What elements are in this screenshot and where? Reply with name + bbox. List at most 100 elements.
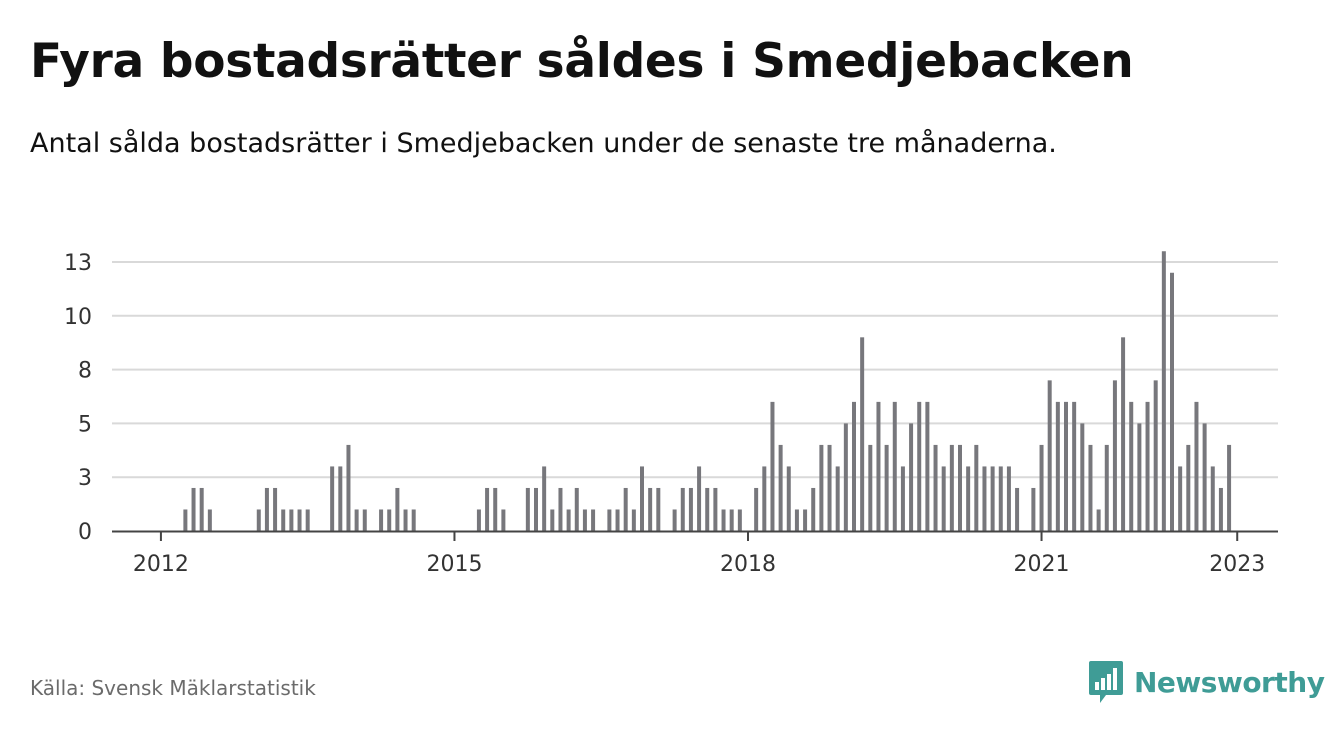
- bar: [1210, 466, 1215, 531]
- bar: [1047, 380, 1052, 531]
- bar: [207, 509, 212, 531]
- bar: [1170, 272, 1174, 531]
- bar: [852, 401, 856, 531]
- chart-subtitle: Antal sålda bostadsrätter i Smedjebacken…: [30, 128, 1057, 159]
- bar: [974, 444, 979, 531]
- x-tick-label: 2018: [720, 552, 776, 577]
- bar: [346, 444, 351, 531]
- bar: [330, 466, 335, 531]
- bar: [917, 401, 922, 531]
- bar: [1145, 401, 1150, 531]
- bar: [778, 444, 783, 531]
- bar: [623, 487, 628, 531]
- bar: [362, 509, 367, 531]
- bar: [1129, 401, 1134, 531]
- bar: [264, 487, 269, 531]
- y-tick-label: 13: [64, 251, 92, 276]
- bar: [1227, 444, 1232, 531]
- bar: [1153, 380, 1158, 531]
- bar: [1178, 466, 1183, 531]
- x-axis-ticks: 2012 2015 2018 2021 2023: [133, 531, 1265, 577]
- bar: [860, 337, 865, 531]
- brand-name: Newsworthy: [1134, 665, 1325, 699]
- source-note: Källa: Svensk Mäklarstatistik: [30, 676, 316, 700]
- bar: [941, 466, 946, 531]
- bar: [680, 487, 685, 531]
- newsworthy-chart-bubble-icon: [1089, 661, 1123, 703]
- bar: [754, 487, 759, 531]
- bar: [868, 444, 873, 531]
- bar: [770, 401, 775, 531]
- bar: [1055, 401, 1060, 531]
- y-tick-label: 10: [64, 305, 92, 330]
- bar: [297, 509, 302, 531]
- bar: [281, 509, 286, 531]
- bar: [884, 444, 889, 531]
- bar: [485, 487, 490, 531]
- bar: [607, 509, 612, 531]
- bar: [892, 401, 897, 531]
- bar: [1104, 444, 1109, 531]
- bar: [395, 487, 400, 531]
- bar: [379, 509, 384, 531]
- bar: [476, 509, 481, 531]
- bar: [729, 509, 734, 531]
- bar: [1161, 251, 1166, 532]
- bar: [1096, 509, 1101, 531]
- bar: [819, 444, 824, 531]
- bar: [289, 509, 294, 531]
- bar: [925, 401, 930, 531]
- bar: [1112, 380, 1117, 531]
- bar: [354, 509, 359, 531]
- bar: [762, 466, 767, 531]
- bar: [199, 487, 204, 531]
- bar: [949, 444, 954, 531]
- bar: [183, 509, 188, 531]
- bar: [656, 487, 661, 531]
- bar: [713, 487, 718, 531]
- bar: [909, 423, 914, 531]
- bar: [697, 466, 702, 531]
- y-tick-label: 5: [78, 412, 92, 437]
- y-tick-label: 3: [78, 466, 92, 491]
- bar: [811, 487, 816, 531]
- bar: [803, 509, 808, 531]
- bar: [966, 466, 971, 531]
- bar: [534, 487, 538, 531]
- bar: [1080, 423, 1085, 531]
- bar: [1218, 487, 1223, 531]
- bar: [387, 509, 392, 531]
- bar: [876, 401, 881, 531]
- bar: [1121, 337, 1126, 531]
- bar: [900, 466, 905, 531]
- brand-logo[interactable]: Newsworthy: [1088, 660, 1325, 704]
- bar: [721, 509, 726, 531]
- bar: [1072, 401, 1077, 531]
- bar: [566, 509, 571, 531]
- bar: [256, 509, 261, 531]
- bar: [1202, 423, 1207, 531]
- bar: [705, 487, 710, 531]
- bar: [1015, 487, 1020, 531]
- bar: [525, 487, 530, 531]
- bar: [1031, 487, 1036, 531]
- bars: [183, 251, 1232, 532]
- x-tick-label: 2012: [133, 552, 189, 577]
- bar: [958, 444, 962, 531]
- y-axis-labels: 0 3 5 8 10 13: [64, 251, 92, 545]
- bar: [493, 487, 498, 531]
- bar: [998, 466, 1003, 531]
- bar: [403, 509, 408, 531]
- bar: [574, 487, 579, 531]
- bar: [338, 466, 343, 531]
- bar: [542, 466, 547, 531]
- y-tick-label: 8: [78, 359, 92, 384]
- bar: [990, 466, 995, 531]
- bar: [501, 509, 506, 531]
- bar: [786, 466, 791, 531]
- bar: [1088, 444, 1093, 531]
- x-tick-label: 2023: [1209, 552, 1265, 577]
- gridlines: [112, 261, 1278, 479]
- x-tick-label: 2015: [426, 552, 482, 577]
